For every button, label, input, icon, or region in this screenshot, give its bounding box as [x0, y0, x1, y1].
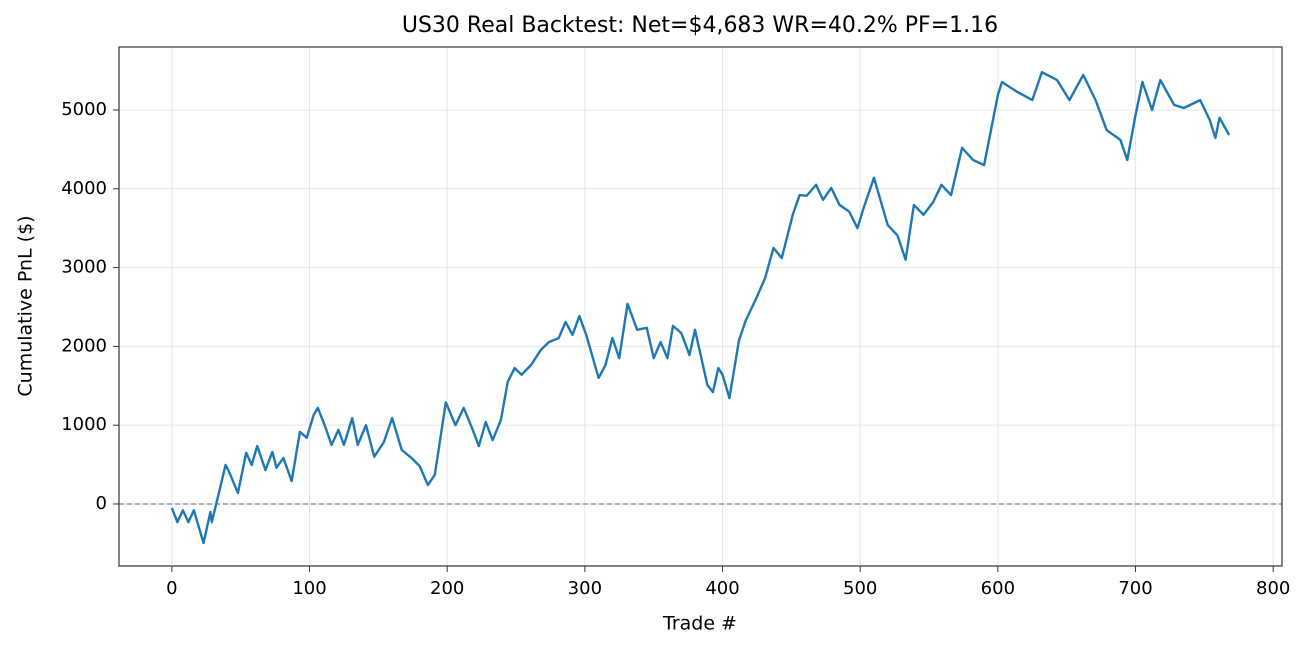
y-tick-label: 1000	[61, 414, 107, 435]
x-tick-label: 600	[981, 578, 1015, 599]
x-tick-label: 400	[705, 578, 739, 599]
x-tick-label: 200	[430, 578, 464, 599]
y-tick-label: 3000	[61, 257, 107, 278]
x-tick-label: 0	[166, 578, 177, 599]
chart-title: US30 Real Backtest: Net=$4,683 WR=40.2% …	[402, 13, 998, 38]
x-axis-label: Trade #	[662, 613, 737, 635]
y-tick-label: 2000	[61, 335, 107, 356]
x-tick-label: 700	[1118, 578, 1152, 599]
x-tick-label: 300	[568, 578, 602, 599]
y-tick-label: 4000	[61, 178, 107, 199]
y-tick-label: 0	[96, 493, 107, 514]
y-tick-label: 5000	[61, 99, 107, 120]
plot-frame	[118, 46, 1283, 567]
x-tick-label: 800	[1256, 578, 1290, 599]
x-tick-label: 500	[843, 578, 877, 599]
x-tick-label: 100	[292, 578, 326, 599]
y-axis-label: Cumulative PnL ($)	[15, 215, 37, 396]
data-line	[170, 70, 1231, 545]
